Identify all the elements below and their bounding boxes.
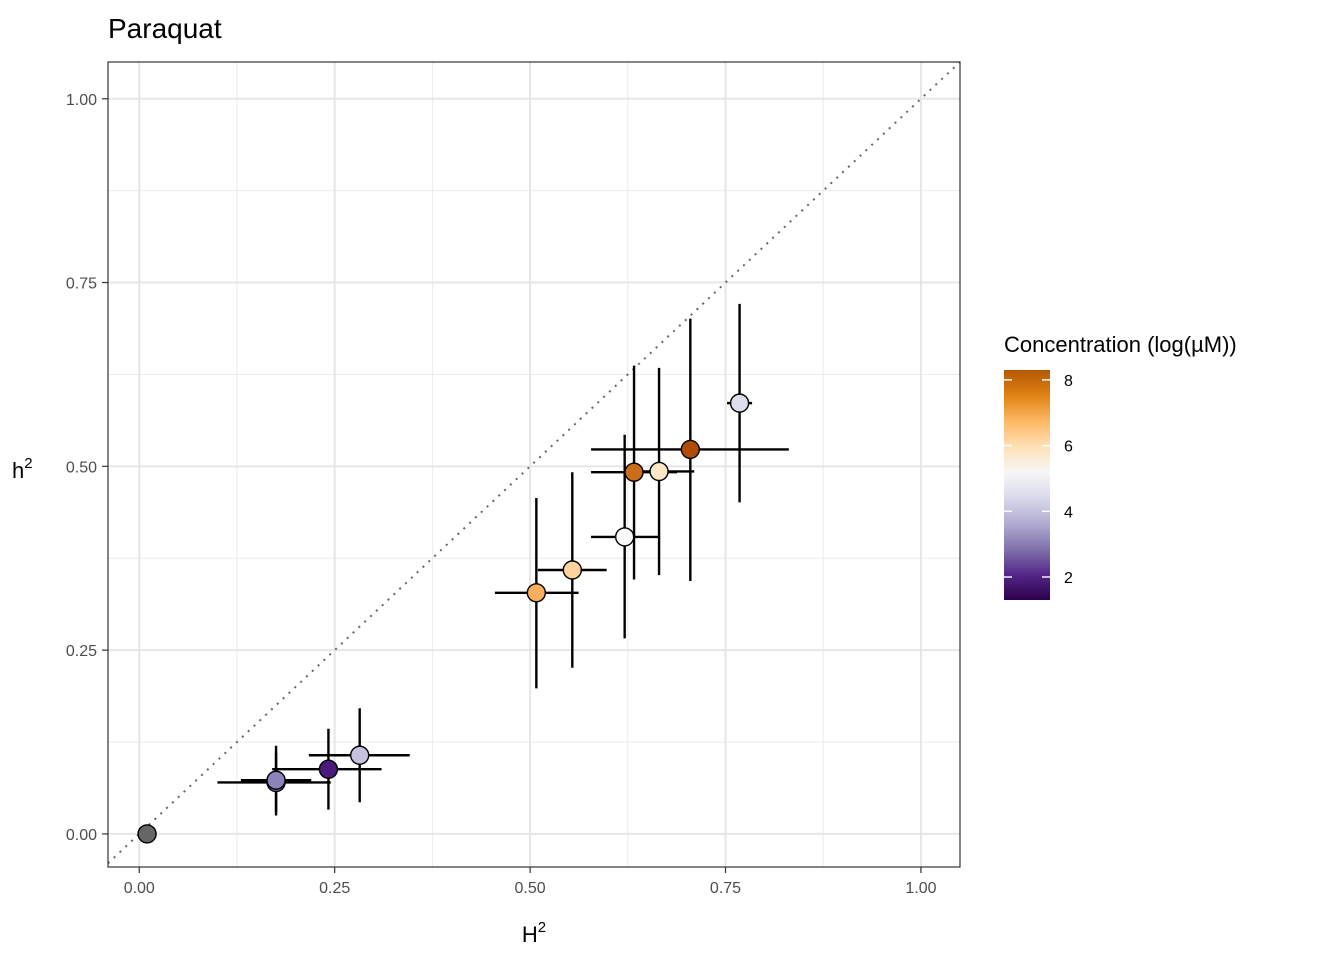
legend-colorbar bbox=[1004, 370, 1050, 600]
panel-border bbox=[107, 61, 961, 868]
y-axis-title-superscript: 2 bbox=[24, 455, 32, 472]
data-point bbox=[649, 461, 669, 482]
x-axis-title: H2 bbox=[522, 919, 546, 947]
y-tick-label: 0.50 bbox=[66, 459, 97, 476]
grid-major bbox=[108, 62, 960, 867]
x-axis: 0.00 0.25 0.50 0.75 1.00 bbox=[124, 867, 937, 897]
legend-tick-label: 2 bbox=[1064, 570, 1073, 587]
y-tick-label: 1.00 bbox=[66, 92, 97, 109]
y-axis-title: h2 bbox=[12, 455, 33, 483]
x-tick-label: 0.50 bbox=[515, 880, 546, 897]
data-point bbox=[680, 439, 701, 460]
y-tick-label: 0.25 bbox=[66, 643, 97, 660]
grid-minor bbox=[108, 62, 960, 867]
x-tick-label: 0.00 bbox=[124, 880, 155, 897]
data-point bbox=[562, 560, 583, 580]
legend-ticks: 2 4 6 8 bbox=[1004, 373, 1073, 587]
legend-tick-label: 4 bbox=[1064, 504, 1073, 521]
data-point bbox=[624, 462, 644, 482]
y-axis: 0.00 0.25 0.50 0.75 1.00 bbox=[66, 92, 108, 844]
plot-panel bbox=[107, 61, 961, 868]
chart-title: Paraquat bbox=[108, 13, 222, 44]
data-point bbox=[729, 393, 750, 413]
panel-background bbox=[108, 62, 960, 867]
y-tick-label: 0.75 bbox=[66, 276, 97, 293]
legend: Concentration (log(µM)) 2 4 6 8 bbox=[1004, 332, 1237, 600]
x-tick-label: 0.75 bbox=[710, 880, 741, 897]
reference-line-y-equals-x bbox=[107, 61, 961, 865]
data-points bbox=[137, 393, 750, 844]
data-point bbox=[349, 745, 370, 765]
legend-tick-label: 6 bbox=[1064, 439, 1073, 456]
legend-tick-label: 8 bbox=[1064, 373, 1073, 390]
x-tick-label: 0.25 bbox=[319, 880, 350, 897]
data-point bbox=[614, 527, 635, 547]
y-tick-label: 0.00 bbox=[66, 827, 97, 844]
x-tick-label: 1.00 bbox=[905, 880, 936, 897]
x-axis-title-superscript: 2 bbox=[538, 919, 546, 936]
legend-title: Concentration (log(µM)) bbox=[1004, 332, 1237, 357]
data-point bbox=[137, 824, 157, 844]
y-axis-title-base: h bbox=[12, 458, 24, 483]
data-point bbox=[318, 759, 339, 779]
data-point bbox=[266, 770, 286, 790]
x-axis-title-base: H bbox=[522, 922, 538, 947]
data-point bbox=[526, 583, 547, 603]
